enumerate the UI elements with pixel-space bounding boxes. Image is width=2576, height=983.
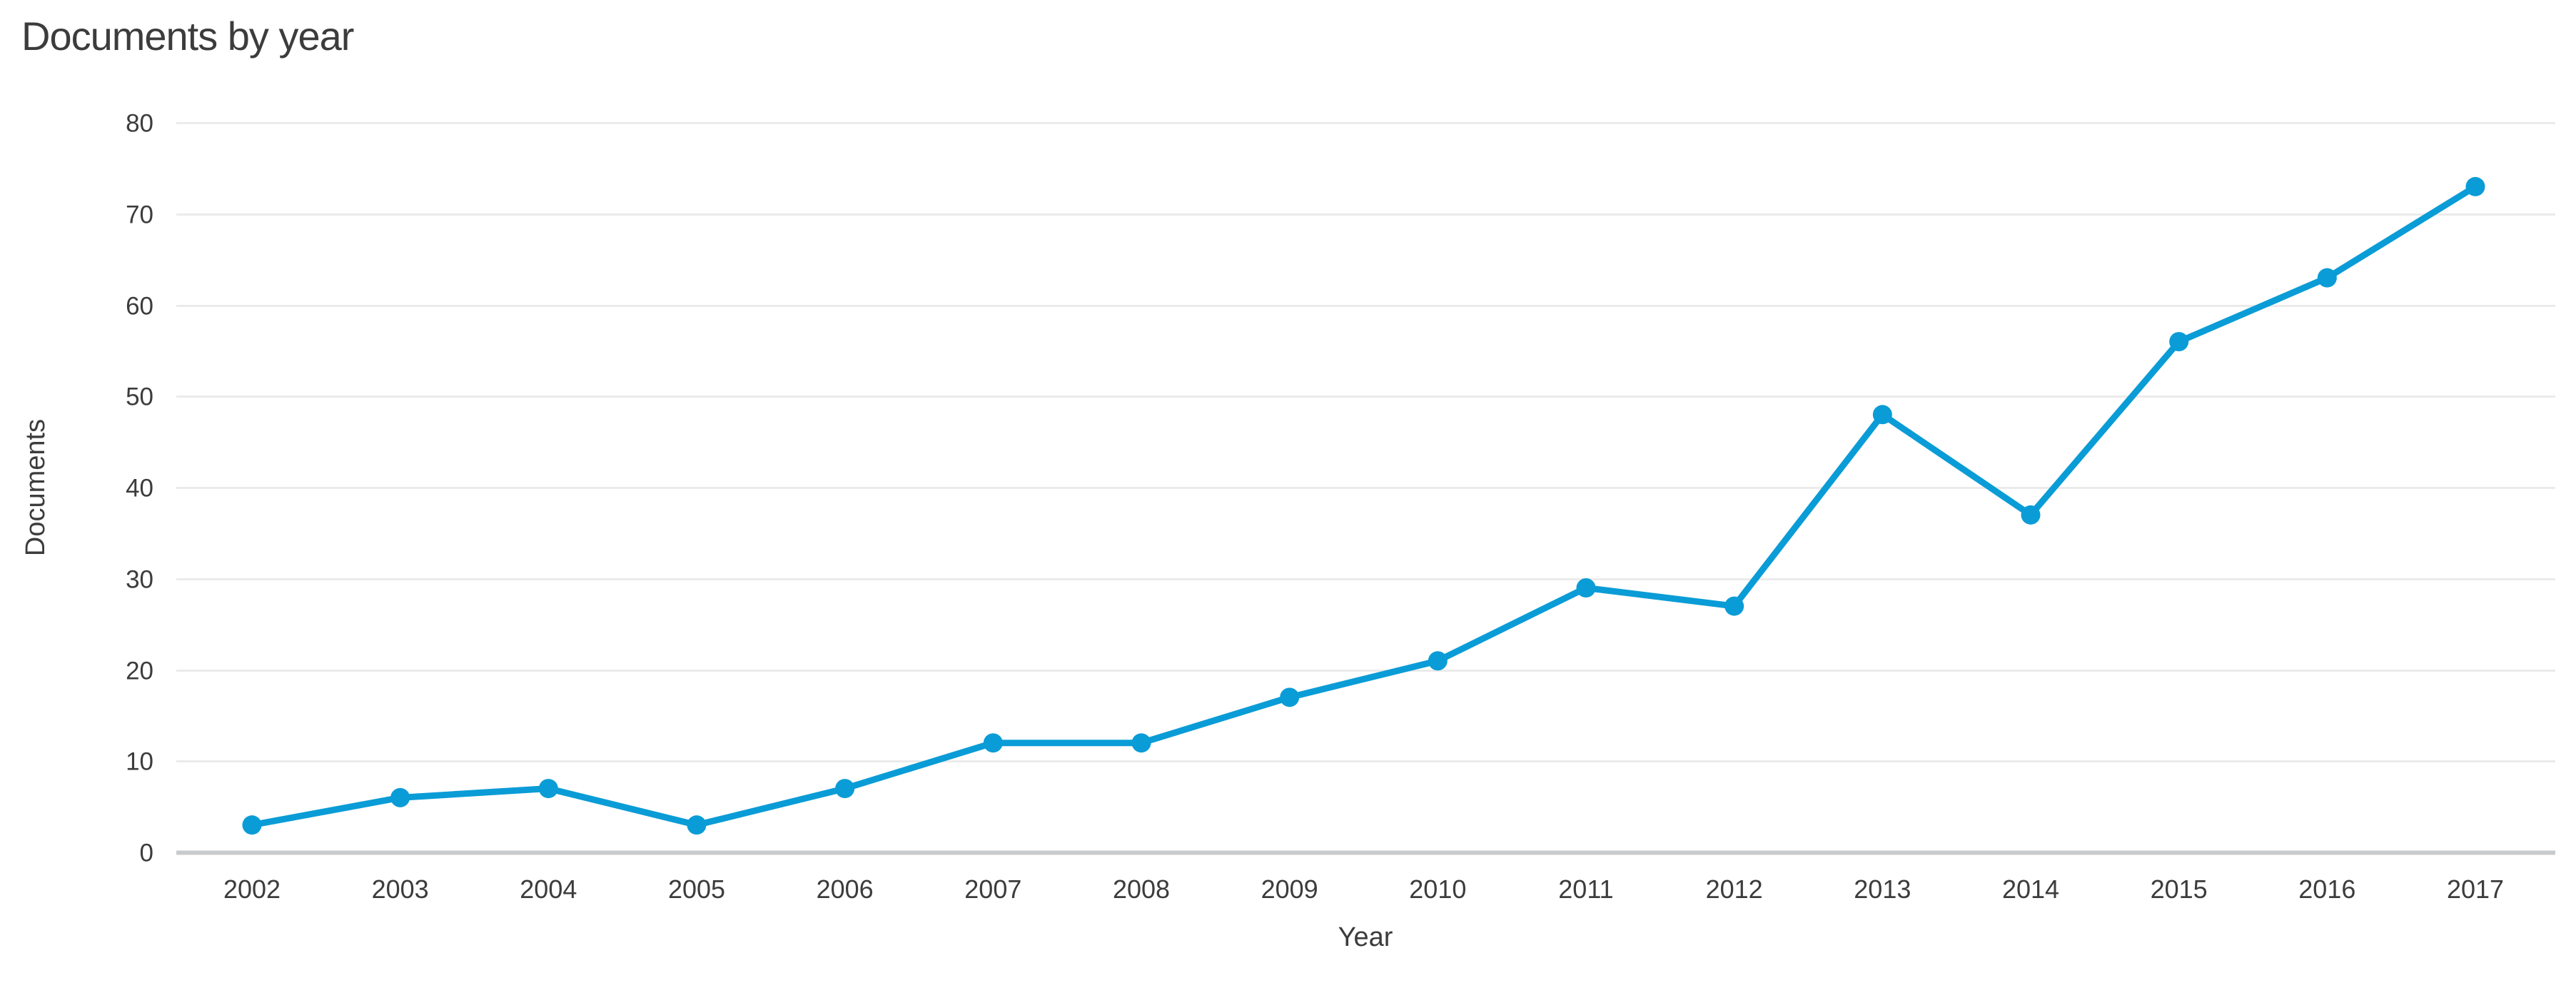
x-tick-label: 2002 bbox=[223, 874, 281, 904]
data-point-2002[interactable] bbox=[242, 815, 262, 835]
y-tick-label: 80 bbox=[126, 110, 153, 138]
y-tick-label: 0 bbox=[140, 840, 153, 867]
data-point-2008[interactable] bbox=[1131, 733, 1151, 753]
x-tick-label: 2009 bbox=[1261, 874, 1318, 904]
data-point-2011[interactable] bbox=[1576, 578, 1596, 598]
x-tick-label: 2007 bbox=[964, 874, 1021, 904]
x-tick-label: 2014 bbox=[2002, 874, 2059, 904]
x-tick-label: 2008 bbox=[1113, 874, 1170, 904]
series-layer bbox=[242, 176, 2485, 835]
x-tick-label: 2004 bbox=[520, 874, 577, 904]
y-tick-label: 40 bbox=[126, 475, 153, 503]
data-point-2012[interactable] bbox=[1724, 596, 1744, 616]
chart-title: Documents by year bbox=[21, 14, 354, 59]
data-point-2015[interactable] bbox=[2169, 332, 2189, 352]
x-tick-label: 2010 bbox=[1409, 874, 1466, 904]
data-point-2003[interactable] bbox=[390, 787, 410, 807]
y-axis-tick-labels: 0 10 20 30 40 50 60 70 80 bbox=[126, 110, 153, 867]
series-line bbox=[248, 183, 2479, 829]
x-tick-label: 2016 bbox=[2298, 874, 2355, 904]
x-tick-label: 2006 bbox=[817, 874, 874, 904]
x-axis-title: Year bbox=[1338, 922, 1393, 952]
x-tick-label: 2011 bbox=[1558, 874, 1613, 904]
x-tick-label: 2005 bbox=[668, 874, 725, 904]
y-tick-label: 50 bbox=[126, 383, 153, 411]
x-tick-label: 2012 bbox=[1706, 874, 1763, 904]
data-point-2016[interactable] bbox=[2317, 268, 2337, 288]
y-tick-label: 70 bbox=[126, 201, 153, 229]
data-point-2005[interactable] bbox=[687, 815, 707, 835]
x-tick-label: 2015 bbox=[2151, 874, 2208, 904]
data-point-2010[interactable] bbox=[1428, 651, 1448, 671]
y-tick-label: 20 bbox=[126, 657, 153, 685]
data-point-2007[interactable] bbox=[983, 733, 1003, 753]
data-point-2013[interactable] bbox=[1872, 405, 1892, 425]
y-tick-label: 60 bbox=[126, 293, 153, 321]
y-tick-label: 30 bbox=[126, 566, 153, 594]
x-tick-label: 2013 bbox=[1854, 874, 1911, 904]
data-point-2004[interactable] bbox=[538, 779, 558, 799]
data-point-2009[interactable] bbox=[1280, 687, 1300, 707]
data-point-2006[interactable] bbox=[835, 779, 855, 799]
x-tick-label: 2003 bbox=[372, 874, 429, 904]
x-axis-tick-labels: 2002 2003 2004 2005 2006 2007 2008 2009 2010 2011… bbox=[223, 874, 2504, 904]
x-tick-label: 2017 bbox=[2447, 874, 2504, 904]
y-tick-label: 10 bbox=[126, 748, 153, 776]
gridlines bbox=[176, 122, 2555, 855]
y-axis-title: Documents bbox=[21, 419, 51, 556]
data-point-2017[interactable] bbox=[2465, 176, 2485, 196]
data-point-2014[interactable] bbox=[2021, 505, 2041, 525]
